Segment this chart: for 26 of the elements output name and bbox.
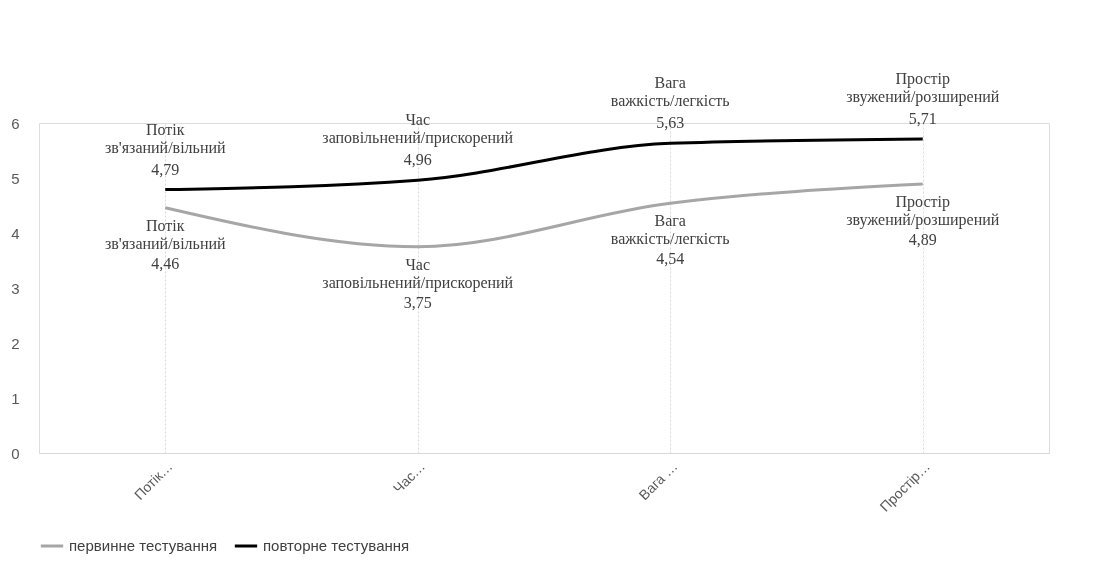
data-label: 4,89: [908, 231, 937, 249]
data-label: 5,71: [908, 109, 937, 127]
data-label: 4,96: [403, 151, 432, 169]
annotation: Потік зв'язаний/вільний: [104, 120, 227, 156]
legend-label: первинне тестування: [69, 537, 218, 554]
y-tick-label: 0: [11, 444, 20, 462]
x-tick-label: Час…: [389, 458, 429, 497]
data-label: 4,46: [151, 254, 180, 272]
data-label: 5,63: [656, 114, 685, 132]
data-label: 4,79: [151, 160, 180, 178]
y-tick-label: 5: [11, 169, 20, 187]
y-tick-label: 2: [11, 334, 20, 352]
annotation: Час заповільнений/прискорений: [322, 111, 514, 148]
y-tick-label: 4: [11, 224, 20, 242]
annotation: Простір звужений/розширений: [846, 193, 1000, 230]
y-tick-label: 3: [11, 279, 20, 297]
annotation: Потік зв'язаний/вільний: [104, 216, 227, 252]
annotation: Вага важкість/легкість: [610, 212, 730, 248]
data-label: 4,54: [656, 250, 685, 268]
annotation: Вага важкість/легкість: [610, 74, 730, 110]
y-tick-label: 6: [11, 114, 20, 132]
y-tick-label: 1: [11, 389, 20, 407]
annotation: Час заповільнений/прискорений: [322, 255, 514, 292]
annotation: Простір звужений/розширений: [846, 69, 1000, 106]
legend-label: повторне тестування: [263, 537, 410, 554]
data-label: 3,75: [403, 293, 432, 311]
